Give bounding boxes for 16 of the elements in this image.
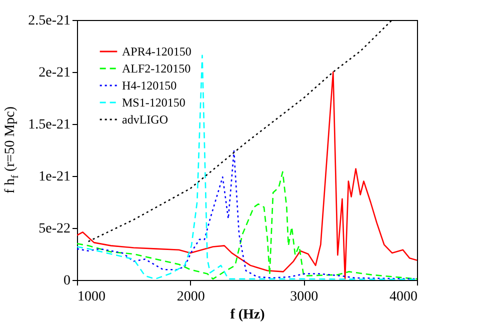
y-tick-label: 2.5e-21 <box>28 14 70 28</box>
legend-label: APR4-120150 <box>122 44 192 58</box>
x-tick-label: 3000 <box>290 290 318 304</box>
y-tick-label: 2e-21 <box>38 66 70 80</box>
x-tick-label: 4000 <box>390 290 418 304</box>
y-tick-label: 5e-22 <box>38 222 70 236</box>
y-tick-label: 1e-21 <box>38 170 70 184</box>
x-axis-title: f (Hz) <box>230 308 266 322</box>
y-tick-label: 0 <box>64 274 70 288</box>
legend-label: ALF2-120150 <box>122 62 191 76</box>
legend-label: MS1-120150 <box>122 96 186 110</box>
x-tick-label: 1000 <box>78 290 106 304</box>
x-tick-label: 2000 <box>176 290 205 304</box>
legend-label: H4-120150 <box>122 78 177 92</box>
legend-label: advLIGO <box>122 112 168 126</box>
y-tick-label: 1.5e-21 <box>28 118 70 132</box>
